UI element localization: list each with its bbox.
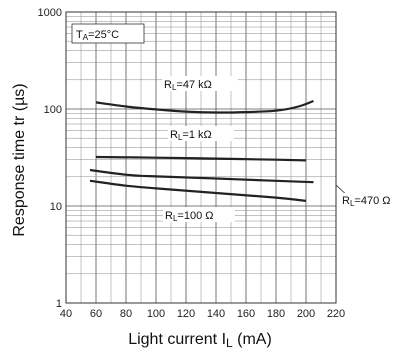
condition-label: TA=25°C	[76, 29, 119, 42]
x-tick-label: 60	[90, 308, 102, 320]
condition-box	[71, 23, 145, 44]
series-line-2	[89, 168, 314, 184]
x-tick-label: 220	[327, 308, 345, 320]
x-tick-label: 140	[207, 308, 225, 320]
series-label-bg-47k	[162, 76, 238, 91]
x-tick-label: 100	[147, 308, 165, 320]
series-curves	[89, 99, 314, 202]
x-tick-label: 160	[237, 308, 255, 320]
x-tick-label: 80	[120, 308, 132, 320]
y-axis-label: Response time tr (µs)	[11, 83, 28, 236]
y-tick-labels: 1 10 100 1000	[38, 7, 62, 310]
plot-frame	[65, 11, 337, 304]
x-tick-label: 200	[297, 308, 315, 320]
y-tick-label: 1000	[38, 7, 62, 19]
x-tick-label: 40	[60, 308, 72, 320]
series-label-470: RL=470 Ω	[342, 195, 390, 208]
x-tick-labels: 40 60 80 100 120 140 160 180 200 220	[60, 308, 345, 320]
series-label-bg-100	[163, 207, 235, 222]
series-label-bg-1k	[168, 126, 234, 141]
y-tick-label: 100	[44, 104, 62, 116]
x-tick-label: 180	[267, 308, 285, 320]
y-tick-label: 1	[56, 298, 62, 310]
x-axis-label: Light current IL (mA)	[128, 331, 272, 350]
series-line-1	[95, 155, 307, 162]
series-label-1k: RL=1 kΩ	[170, 129, 212, 142]
series-label-47k: RL=47 kΩ	[164, 79, 212, 92]
y-tick-label: 10	[50, 201, 62, 213]
series-line-3	[89, 179, 307, 202]
series-label-100: RL=100 Ω	[165, 210, 213, 223]
x-tick-label: 120	[177, 308, 195, 320]
series-line-0	[95, 99, 314, 114]
series-label-bg-470	[341, 193, 403, 208]
